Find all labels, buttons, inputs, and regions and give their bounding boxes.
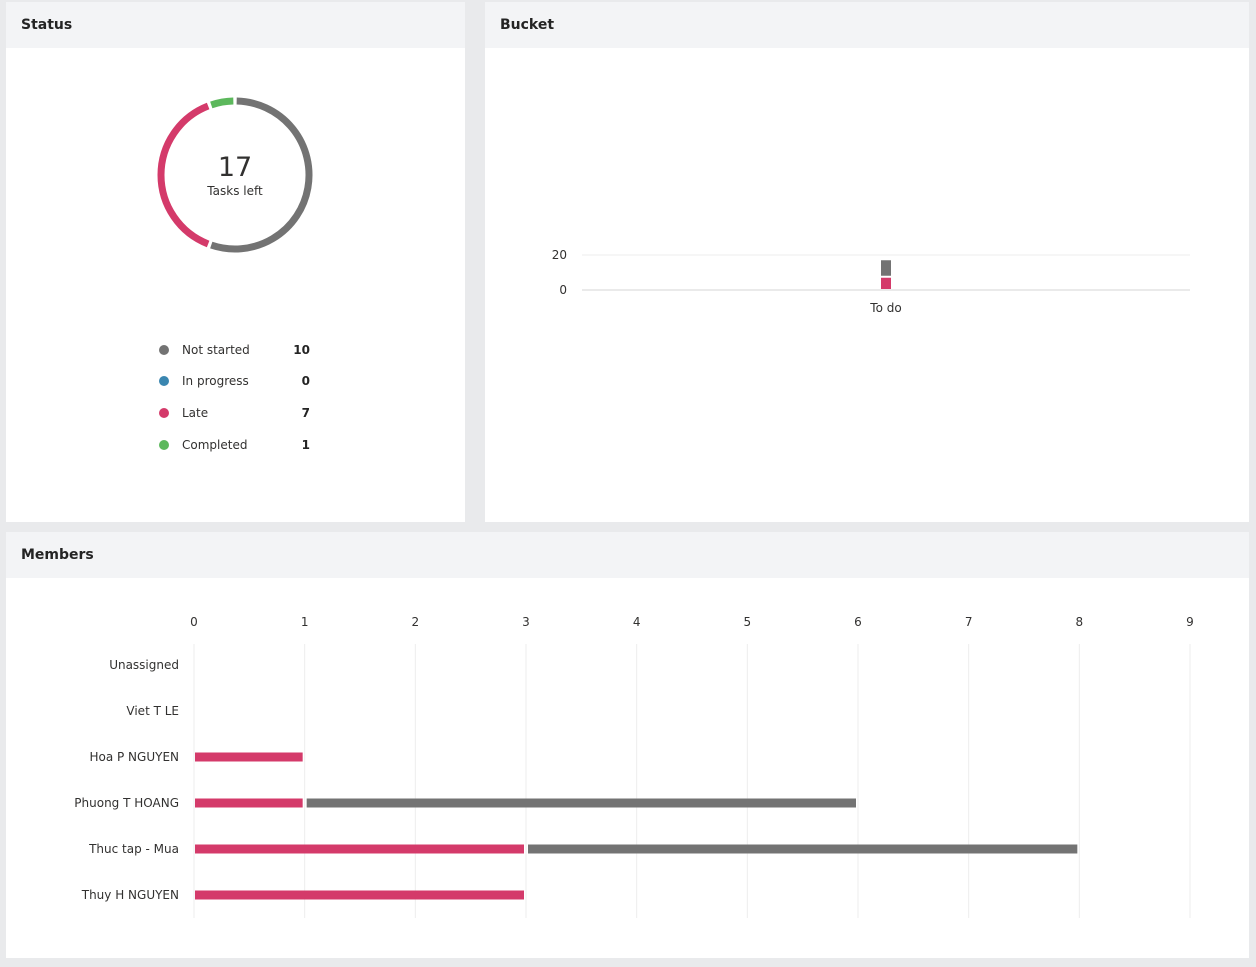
- legend-label: In progress: [182, 374, 249, 389]
- completed-dot-icon: [159, 439, 169, 450]
- members-category-label: Phuong T HOANG: [74, 796, 179, 810]
- members-x-tick-label: 5: [744, 615, 752, 629]
- members-x-tick-label: 3: [522, 615, 530, 629]
- bucket-bar-segment[interactable]: [881, 277, 891, 289]
- donut-center: 17 Tasks left: [155, 95, 315, 255]
- members-category-label: Thuc tap - Mua: [88, 842, 179, 856]
- members-category-label: Hoa P NGUYEN: [89, 750, 179, 764]
- members-chart: 0 1 2 3 4 5 6 7 8 9 Unassigned Viet T LE Hoa P NGUYE…: [74, 615, 1194, 918]
- members-category-label: Unassigned: [109, 658, 179, 672]
- donut-slice-completed[interactable]: [210, 97, 234, 109]
- bucket-x-tick-label: To do: [869, 301, 901, 315]
- bucket-chart: 0 20 To do: [552, 248, 1190, 315]
- legend-count: 7: [301, 405, 310, 420]
- legend-label: Not started: [182, 342, 250, 357]
- legend-label: Completed: [182, 437, 248, 452]
- members-x-tick-label: 9: [1186, 615, 1194, 629]
- members-x-tick-label: 0: [190, 615, 198, 629]
- bucket-card-title: Bucket: [485, 2, 1249, 48]
- members-bar-segment[interactable]: [528, 844, 1078, 854]
- members-bar-segment[interactable]: [306, 798, 857, 808]
- bucket-card: Bucket 0 20 To do: [485, 2, 1249, 522]
- legend-item-in-progress[interactable]: In progress 0: [159, 366, 319, 398]
- legend-label: Late: [182, 405, 209, 420]
- donut-slice-not-started[interactable]: [210, 97, 313, 253]
- members-category-label: Thuy H NGUYEN: [81, 888, 179, 902]
- donut-svg: [157, 97, 313, 253]
- members-bar-segment[interactable]: [195, 844, 524, 854]
- status-legend: Not started 10 In progress 0 Late 7 Comp…: [159, 334, 319, 460]
- members-x-tick-label: 7: [965, 615, 973, 629]
- members-x-tick-label: 2: [412, 615, 420, 629]
- tasks-left-count: 17: [217, 151, 253, 183]
- legend-item-late[interactable]: Late 7: [159, 397, 319, 429]
- legend-count: 1: [301, 437, 310, 452]
- legend-item-completed[interactable]: Completed 1: [159, 429, 319, 461]
- members-bar-segment[interactable]: [195, 752, 303, 762]
- members-bar-segment[interactable]: [195, 798, 303, 808]
- in-progress-dot-icon: [159, 376, 169, 387]
- status-donut-chart: 17 Tasks left: [155, 95, 315, 255]
- members-x-tick-label: 8: [1076, 615, 1084, 629]
- legend-count: 10: [293, 342, 310, 357]
- members-x-tick-label: 1: [301, 615, 309, 629]
- bucket-y-tick-label: 20: [552, 248, 567, 262]
- members-bar-segment[interactable]: [195, 890, 524, 900]
- members-x-tick-label: 6: [854, 615, 862, 629]
- members-category-label: Viet T LE: [126, 704, 179, 718]
- bucket-bar-segment[interactable]: [881, 260, 891, 276]
- late-dot-icon: [159, 407, 169, 418]
- bucket-y-tick-label: 0: [559, 283, 567, 297]
- members-card: Members 0 1 2 3 4 5 6 7 8 9 Unassigned Viet T LE Hoa…: [6, 532, 1249, 958]
- legend-count: 0: [301, 374, 310, 389]
- donut-slice-late[interactable]: [157, 102, 210, 248]
- status-card-title: Status: [6, 2, 465, 48]
- tasks-left-label: Tasks left: [207, 183, 263, 198]
- status-card: Status 17 Tasks left Not started 10 In p…: [6, 2, 465, 522]
- not-started-dot-icon: [159, 344, 169, 355]
- members-x-tick-label: 4: [633, 615, 641, 629]
- members-card-title: Members: [6, 532, 1249, 578]
- legend-item-not-started[interactable]: Not started 10: [159, 334, 319, 366]
